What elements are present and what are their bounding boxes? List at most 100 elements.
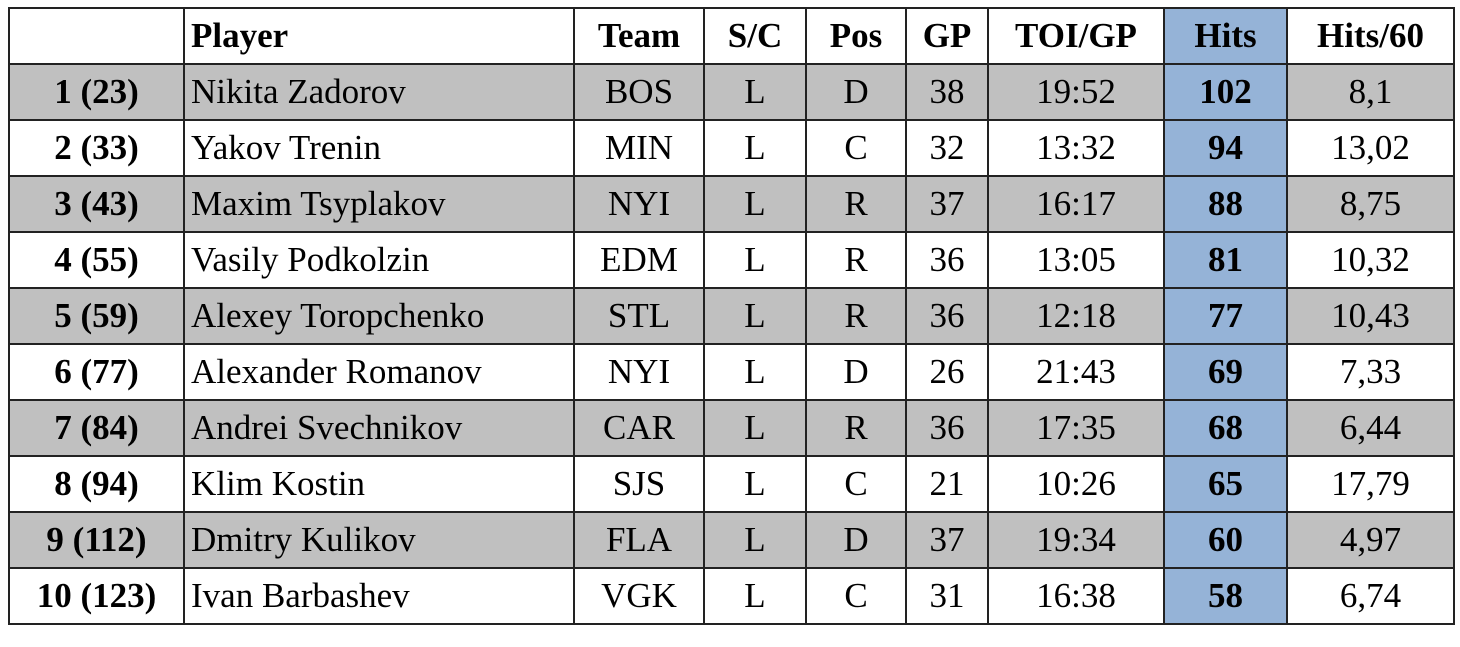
table-cell: Klim Kostin <box>183 455 575 513</box>
table-cell: Nikita Zadorov <box>183 63 575 121</box>
table-cell: 10 (123) <box>8 567 185 625</box>
table-cell: MIN <box>573 119 705 177</box>
table-cell: 10:26 <box>987 455 1165 513</box>
table-cell: 13:05 <box>987 231 1165 289</box>
table-cell: 65 <box>1163 455 1288 513</box>
table-cell: 77 <box>1163 287 1288 345</box>
table-cell: L <box>703 63 807 121</box>
table-cell: 17,79 <box>1286 455 1455 513</box>
table-cell: 4 (55) <box>8 231 185 289</box>
table-cell: BOS <box>573 63 705 121</box>
table-cell: Alexey Toropchenko <box>183 287 575 345</box>
table-cell: R <box>805 175 907 233</box>
player-row: 2 (33) Yakov Trenin MIN L C 32 13:32 94 13,02 <box>8 119 1455 177</box>
table-cell: 94 <box>1163 119 1288 177</box>
table-cell: 68 <box>1163 399 1288 457</box>
header-cell: S/C <box>703 7 807 65</box>
table-cell: 32 <box>905 119 989 177</box>
header-row: Player Team S/C Pos GP TOI/GP Hits Hits/60 <box>8 7 1455 65</box>
table-cell: 17:35 <box>987 399 1165 457</box>
table-cell: 13,02 <box>1286 119 1455 177</box>
table-cell: L <box>703 455 807 513</box>
table-cell: NYI <box>573 175 705 233</box>
table-cell: D <box>805 511 907 569</box>
table-cell: 60 <box>1163 511 1288 569</box>
table-cell: 6,44 <box>1286 399 1455 457</box>
table-cell: 58 <box>1163 567 1288 625</box>
table-cell: R <box>805 399 907 457</box>
player-row: 8 (94) Klim Kostin SJS L C 21 10:26 65 17,79 <box>8 455 1455 513</box>
table-cell: CAR <box>573 399 705 457</box>
table-cell: C <box>805 455 907 513</box>
table-cell: 7,33 <box>1286 343 1455 401</box>
table-cell: 21 <box>905 455 989 513</box>
table-cell: 38 <box>905 63 989 121</box>
table-cell: D <box>805 63 907 121</box>
table-body: Player Team S/C Pos GP TOI/GP Hits Hits/60 1 (23… <box>8 7 1455 625</box>
table-cell: 13:32 <box>987 119 1165 177</box>
table-cell: 10,32 <box>1286 231 1455 289</box>
table-cell: 7 (84) <box>8 399 185 457</box>
header-cell: Hits/60 <box>1286 7 1455 65</box>
table-cell: NYI <box>573 343 705 401</box>
table-cell: 16:38 <box>987 567 1165 625</box>
table-cell: L <box>703 287 807 345</box>
table-cell: 5 (59) <box>8 287 185 345</box>
table-cell: Yakov Trenin <box>183 119 575 177</box>
table-cell: 31 <box>905 567 989 625</box>
header-cell: GP <box>905 7 989 65</box>
table-cell: 2 (33) <box>8 119 185 177</box>
player-row: 10 (123) Ivan Barbashev VGK L C 31 16:38 58 6,74 <box>8 567 1455 625</box>
table-cell: 37 <box>905 175 989 233</box>
table-cell: 19:52 <box>987 63 1165 121</box>
table-cell: 9 (112) <box>8 511 185 569</box>
table-cell: 36 <box>905 231 989 289</box>
table-cell: L <box>703 511 807 569</box>
table-cell: R <box>805 231 907 289</box>
player-row: 4 (55) Vasily Podkolzin EDM L R 36 13:05 81 10,3… <box>8 231 1455 289</box>
table-cell: Andrei Svechnikov <box>183 399 575 457</box>
table-cell: 19:34 <box>987 511 1165 569</box>
table-cell: Maxim Tsyplakov <box>183 175 575 233</box>
table-cell: 81 <box>1163 231 1288 289</box>
table-cell: L <box>703 399 807 457</box>
table-cell: FLA <box>573 511 705 569</box>
table-cell: 102 <box>1163 63 1288 121</box>
table-cell: L <box>703 119 807 177</box>
table-cell: 1 (23) <box>8 63 185 121</box>
table-cell: SJS <box>573 455 705 513</box>
table-cell: 6,74 <box>1286 567 1455 625</box>
table-cell: 8,75 <box>1286 175 1455 233</box>
table-cell: 21:43 <box>987 343 1165 401</box>
player-row: 1 (23) Nikita Zadorov BOS L D 38 19:52 102 8,1 <box>8 63 1455 121</box>
header-cell: Team <box>573 7 705 65</box>
table-cell: EDM <box>573 231 705 289</box>
table-cell: L <box>703 343 807 401</box>
table-cell: L <box>703 567 807 625</box>
header-cell <box>8 7 185 65</box>
table-cell: D <box>805 343 907 401</box>
table-cell: 6 (77) <box>8 343 185 401</box>
table-cell: R <box>805 287 907 345</box>
header-cell: Player <box>183 7 575 65</box>
table-cell: Alexander Romanov <box>183 343 575 401</box>
table-cell: 4,97 <box>1286 511 1455 569</box>
table-cell: 37 <box>905 511 989 569</box>
table-cell: L <box>703 231 807 289</box>
player-row: 5 (59) Alexey Toropchenko STL L R 36 12:18 77 10… <box>8 287 1455 345</box>
player-row: 7 (84) Andrei Svechnikov CAR L R 36 17:35 68 6,4… <box>8 399 1455 457</box>
table-cell: 69 <box>1163 343 1288 401</box>
table-cell: L <box>703 175 807 233</box>
table-cell: 8,1 <box>1286 63 1455 121</box>
player-row: 6 (77) Alexander Romanov NYI L D 26 21:43 69 7,3… <box>8 343 1455 401</box>
table-cell: C <box>805 119 907 177</box>
table-cell: Dmitry Kulikov <box>183 511 575 569</box>
table-cell: 36 <box>905 399 989 457</box>
table-cell: STL <box>573 287 705 345</box>
table-cell: 8 (94) <box>8 455 185 513</box>
header-cell: Pos <box>805 7 907 65</box>
player-row: 3 (43) Maxim Tsyplakov NYI L R 37 16:17 88 8,75 <box>8 175 1455 233</box>
table-cell: 16:17 <box>987 175 1165 233</box>
table-cell: 36 <box>905 287 989 345</box>
